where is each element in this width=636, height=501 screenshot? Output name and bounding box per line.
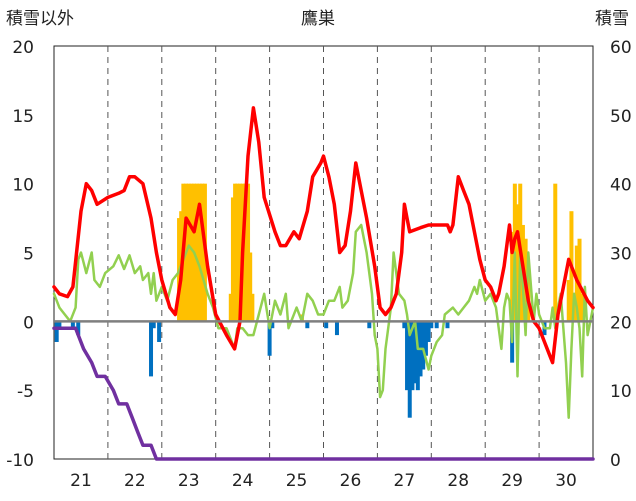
orange-bar [246,183,251,322]
x-tick-label: 26 [340,471,362,491]
orange-bar [230,197,235,322]
blue-bar [423,321,428,356]
blue-bar [367,321,372,329]
x-tick-label: 27 [394,471,416,491]
y-right-tick-label: 10 [610,382,632,402]
blue-bar [434,321,439,329]
green-series-line [52,223,595,419]
orange-bar [237,183,242,322]
line-series [52,106,595,461]
x-tick-label: 29 [501,471,523,491]
blue-bar [445,321,450,329]
right-axis-ticks: 60 50 40 30 20 10 0 [610,38,632,471]
y-right-tick-label: 40 [610,176,632,196]
right-axis-title: 積雪 [595,9,629,29]
orange-bar [189,183,194,322]
orange-bar [194,183,199,322]
orange-bar [243,183,248,322]
y-right-tick-label: 0 [610,451,621,471]
orange-bar [566,280,571,322]
orange-bar [580,293,585,322]
orange-bar [197,183,202,322]
x-tick-label: 25 [286,471,308,491]
purple-series-line [52,326,595,461]
blue-bar [149,321,154,377]
orange-bar [200,183,205,322]
blue-bar [402,321,407,329]
x-tick-label: 24 [232,471,254,491]
orange-bar [250,293,255,322]
y-left-tick-label: -5 [17,382,34,402]
y-right-tick-label: 60 [610,38,632,58]
chart-title: 鷹巣 [301,8,335,29]
y-right-tick-label: 30 [610,245,632,265]
red-series-line [52,106,595,365]
orange-bar [510,231,515,322]
blue-bar [57,321,62,329]
orange-bar [577,238,582,322]
y-left-tick-label: -10 [6,451,34,471]
x-tick-label: 21 [70,471,92,491]
blue-bar [405,321,410,391]
orange-bar [248,252,253,322]
x-axis-ticks: 21 22 23 24 25 26 27 28 29 30 [70,471,577,491]
y-right-tick-label: 50 [610,107,632,127]
blue-bar [429,321,434,329]
orange-bar [235,183,240,322]
blue-bar [324,321,329,329]
x-tick-label: 23 [178,471,200,491]
blue-bar [334,321,339,336]
blue-bar [415,321,420,391]
orange-bar [553,183,558,322]
blue-bar [70,321,75,329]
y-left-tick-label: 10 [12,176,34,196]
blue-bar [267,321,272,356]
blue-bar [410,321,415,391]
left-axis-title: 積雪以外 [6,9,74,29]
y-left-tick-label: 20 [12,38,34,58]
blue-bar [407,321,412,418]
orange-bar [228,293,233,322]
y-left-tick-label: 0 [23,313,34,333]
x-tick-label: 28 [447,471,469,491]
blue-bar [426,321,431,342]
blue-bar [413,321,418,384]
blue-bar [151,321,156,329]
blue-bar [157,321,162,342]
blue-bar [76,321,81,336]
orange-bar [233,183,238,322]
y-left-tick-label: 5 [23,245,34,265]
blue-bar [421,321,426,370]
x-tick-label: 30 [555,471,577,491]
gridlines [107,46,540,459]
x-tick-label: 22 [124,471,146,491]
y-right-tick-label: 20 [610,313,632,333]
y-left-tick-label: 15 [12,107,34,127]
blue-bar [270,321,275,329]
orange-bar [515,204,520,322]
orange-bar [186,183,191,322]
blue-bar [54,321,59,342]
blue-bar [305,321,310,329]
left-axis-ticks: 20 15 10 5 0 -5 -10 [6,38,34,471]
